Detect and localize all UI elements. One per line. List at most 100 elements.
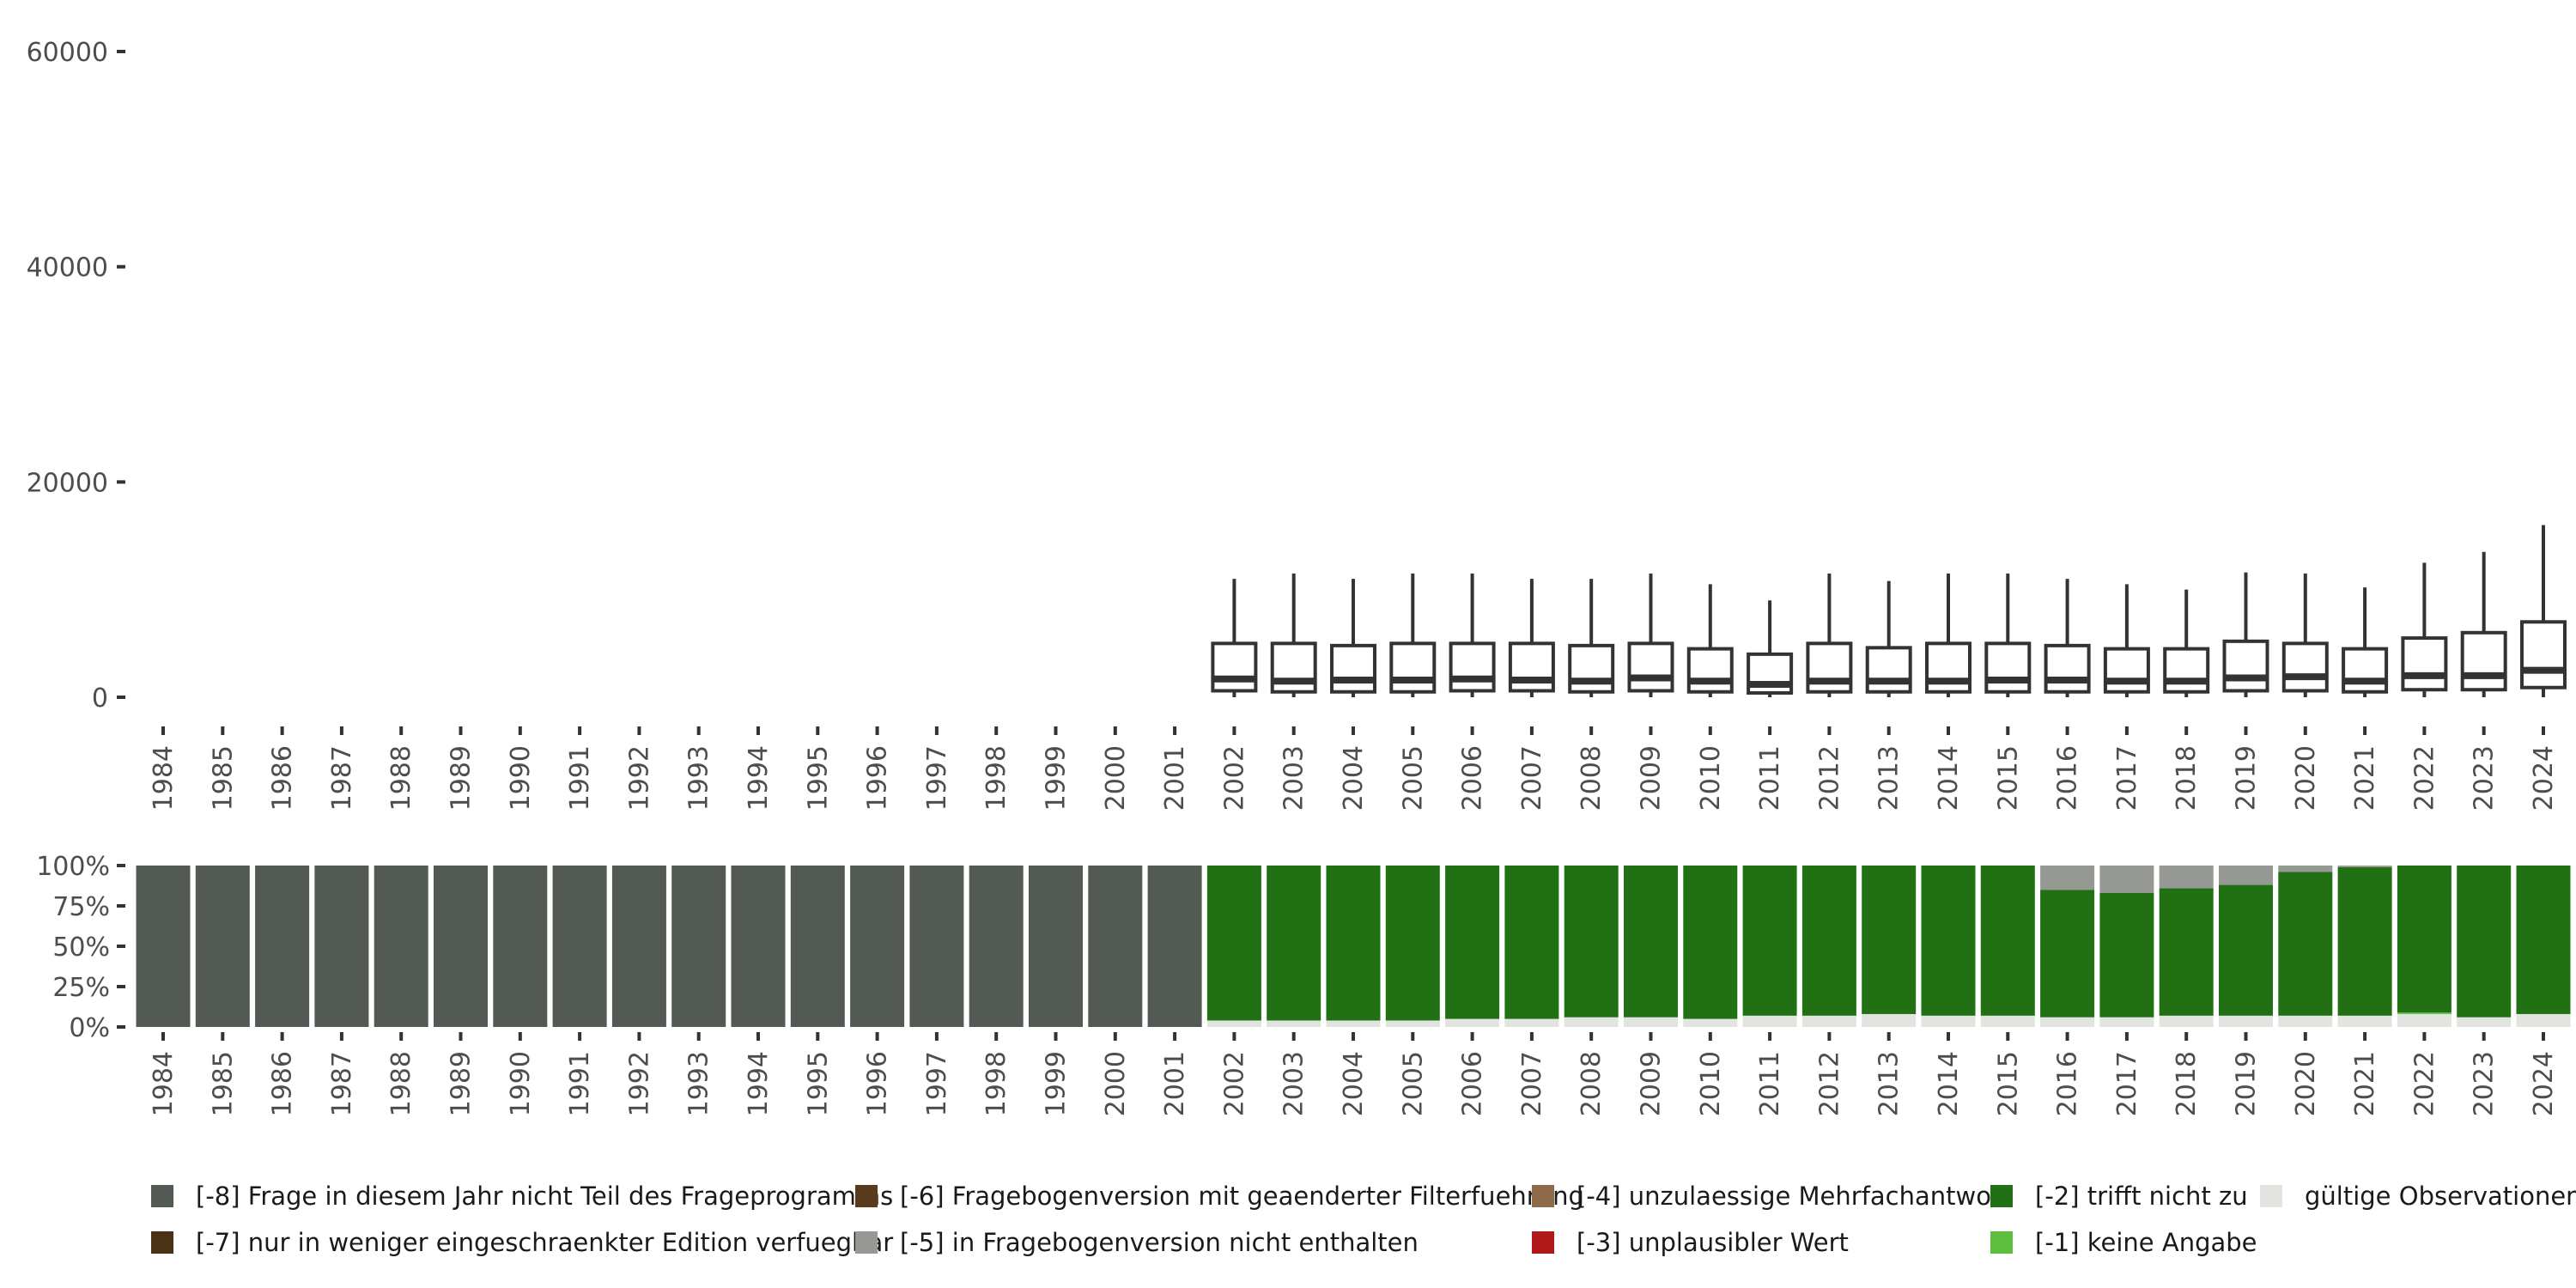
- bar-segment-valid: [1624, 1017, 1678, 1027]
- x-tick-label: 1986: [268, 1051, 298, 1116]
- box-2023: [2460, 551, 2507, 697]
- x-tick-label: 2009: [1637, 745, 1667, 811]
- box-body: [1865, 646, 1912, 694]
- box-body: [1568, 643, 1615, 694]
- bar-segment-m8: [1147, 866, 1202, 1027]
- box-body: [1925, 641, 1971, 694]
- box-body: [1330, 643, 1376, 694]
- bar-segment-m2: [2159, 888, 2214, 1016]
- x-tick-label: 2020: [2291, 745, 2321, 811]
- legend-item: [-1] keine Angabe: [1990, 1228, 2257, 1257]
- legend-label: [-6] Fragebogenversion mit geaenderter F…: [900, 1182, 1584, 1211]
- bar-segment-m8: [731, 866, 786, 1027]
- y-tick-label: 50%: [52, 933, 110, 963]
- x-tick-label: 1990: [506, 745, 536, 811]
- box-body: [2163, 647, 2210, 694]
- bar-segment-valid: [2337, 1015, 2392, 1027]
- stack-1988: [374, 866, 428, 1027]
- bar-segment-valid: [1742, 1015, 1797, 1027]
- box-2019: [2222, 572, 2269, 697]
- bar-segment-valid: [1206, 1020, 1261, 1027]
- box-2014: [1925, 573, 1971, 697]
- x-tick-label: 2005: [1398, 1051, 1428, 1116]
- bar-segment-valid: [1683, 1018, 1738, 1027]
- bar-segment-m8: [493, 866, 548, 1027]
- box-body: [1686, 647, 1734, 694]
- box-2012: [1806, 573, 1853, 697]
- box-2021: [2342, 587, 2389, 697]
- legend-label: [-2] trifft nicht zu: [2035, 1182, 2248, 1211]
- x-tick-label: 2024: [2529, 1051, 2559, 1116]
- x-tick-label: 2023: [2470, 1051, 2500, 1116]
- bar-segment-m5: [2337, 866, 2392, 867]
- legend-swatch: [1990, 1231, 2013, 1254]
- x-tick-label: 2004: [1339, 745, 1369, 811]
- x-tick-label: 1990: [506, 1051, 536, 1116]
- x-tick-label: 2007: [1517, 1051, 1547, 1116]
- bar-segment-m5: [2099, 866, 2154, 893]
- x-tick-label: 1999: [1042, 745, 1072, 811]
- y-tick-label: 0%: [69, 1013, 110, 1043]
- x-tick-label: 2002: [1219, 745, 1249, 811]
- box-body: [1508, 641, 1555, 693]
- x-tick-label: 2008: [1577, 745, 1607, 811]
- x-tick-label: 2008: [1577, 1051, 1607, 1116]
- stack-2015: [1980, 866, 2035, 1027]
- legend-swatch: [855, 1185, 878, 1207]
- stack-1986: [255, 866, 310, 1027]
- legend-swatch: [1990, 1185, 2013, 1207]
- y-tick-label: 75%: [52, 892, 110, 922]
- bar-segment-m5: [2278, 866, 2333, 872]
- x-tick-label: 2018: [2172, 745, 2202, 811]
- bar-segment-m8: [1029, 866, 1083, 1027]
- legend-item: [-7] nur in weniger eingeschraenkter Edi…: [151, 1228, 893, 1257]
- box-body: [1627, 641, 1674, 693]
- x-tick-label: 2019: [2232, 1051, 2262, 1116]
- stacked-bar-x-axis: 1984 1985 1986 1987 1988 1989 1990 1991 1992 1993…: [149, 1032, 2559, 1116]
- x-tick-label: 1996: [863, 1051, 893, 1116]
- stack-2022: [2397, 866, 2451, 1027]
- x-tick-label: 2006: [1458, 745, 1488, 811]
- bar-segment-valid: [1980, 1015, 2035, 1027]
- x-tick-label: 2000: [1101, 1051, 1131, 1116]
- x-tick-label: 2012: [1814, 1051, 1844, 1116]
- bar-segment-m2: [2278, 872, 2333, 1016]
- y-tick-label: 60000: [27, 38, 108, 68]
- stack-2009: [1624, 866, 1678, 1027]
- stack-2012: [1801, 866, 1856, 1027]
- bar-segment-m8: [969, 866, 1024, 1027]
- x-tick-label: 1991: [565, 1051, 595, 1116]
- box-2009: [1627, 573, 1674, 697]
- box-2022: [2401, 562, 2448, 697]
- x-tick-label: 1992: [624, 745, 654, 811]
- bar-segment-valid: [2159, 1015, 2214, 1027]
- x-tick-label: 1987: [327, 1051, 357, 1116]
- x-tick-label: 2006: [1458, 1051, 1488, 1116]
- legend-item: [-8] Frage in diesem Jahr nicht Teil des…: [151, 1182, 893, 1211]
- box-2007: [1508, 579, 1555, 697]
- legend-swatch: [151, 1185, 173, 1207]
- box-2010: [1686, 584, 1734, 697]
- x-tick-label: 1984: [149, 745, 179, 811]
- stack-2014: [1921, 866, 1976, 1027]
- bar-segment-m5: [2040, 866, 2095, 890]
- stack-1999: [1029, 866, 1083, 1027]
- legend-item: gültige Observationen: [2260, 1182, 2576, 1211]
- box-body: [2342, 647, 2389, 694]
- stack-2018: [2159, 866, 2214, 1027]
- box-body: [1806, 641, 1853, 694]
- stack-1993: [671, 866, 726, 1027]
- legend-label: [-8] Frage in diesem Jahr nicht Teil des…: [196, 1182, 893, 1211]
- bar-segment-m8: [1088, 866, 1143, 1027]
- x-tick-label: 2011: [1755, 1051, 1785, 1116]
- x-tick-label: 1997: [922, 745, 952, 811]
- x-tick-label: 2009: [1637, 1051, 1667, 1116]
- y-tick-label: 0: [92, 683, 108, 714]
- x-tick-label: 1995: [803, 1051, 833, 1116]
- x-tick-label: 1998: [981, 1051, 1012, 1116]
- box-body: [2281, 641, 2329, 693]
- stack-2023: [2457, 866, 2512, 1027]
- box-2013: [1865, 580, 1912, 697]
- stack-1997: [909, 866, 964, 1027]
- x-tick-label: 2015: [1993, 1051, 2023, 1116]
